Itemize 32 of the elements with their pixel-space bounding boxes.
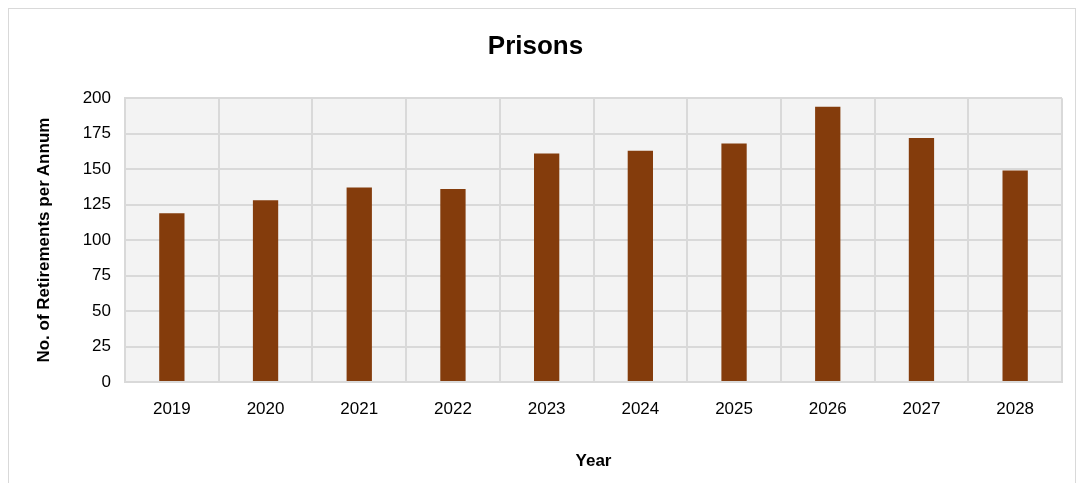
x-tick-label: 2021 <box>340 398 379 418</box>
bar <box>627 150 653 381</box>
x-tick-label: 2027 <box>902 398 941 418</box>
x-tick-label: 2024 <box>621 398 660 418</box>
x-tick-label: 2019 <box>152 398 191 418</box>
x-tick-label: 2022 <box>434 398 472 418</box>
chart-title: Prisons <box>487 29 584 60</box>
y-tick-label: 25 <box>92 336 111 356</box>
y-tick-label: 0 <box>101 371 111 391</box>
bar <box>346 187 372 381</box>
y-tick-label: 100 <box>82 229 111 249</box>
y-tick-label: 50 <box>92 300 111 320</box>
bar <box>908 137 935 381</box>
x-tick-label: 2026 <box>808 398 847 418</box>
bar <box>815 106 841 381</box>
bar <box>159 213 185 381</box>
bar <box>1002 170 1028 381</box>
y-tick-label: 200 <box>82 87 111 107</box>
x-tick-label: 2020 <box>246 398 285 418</box>
bar <box>721 143 747 381</box>
bar <box>252 200 279 381</box>
x-axis-title: Year <box>575 451 612 471</box>
x-tick-label: 2028 <box>996 398 1035 418</box>
y-axis-title: No. of Retirements per Annum <box>33 117 53 363</box>
y-tick-label: 75 <box>92 265 111 285</box>
y-tick-label: 125 <box>82 194 111 214</box>
x-tick-label: 2025 <box>715 398 753 418</box>
bar <box>534 153 560 381</box>
y-tick-label: 175 <box>82 123 111 143</box>
y-tick-label: 150 <box>82 158 111 178</box>
x-tick-label: 2023 <box>527 398 566 418</box>
bar <box>440 189 466 381</box>
